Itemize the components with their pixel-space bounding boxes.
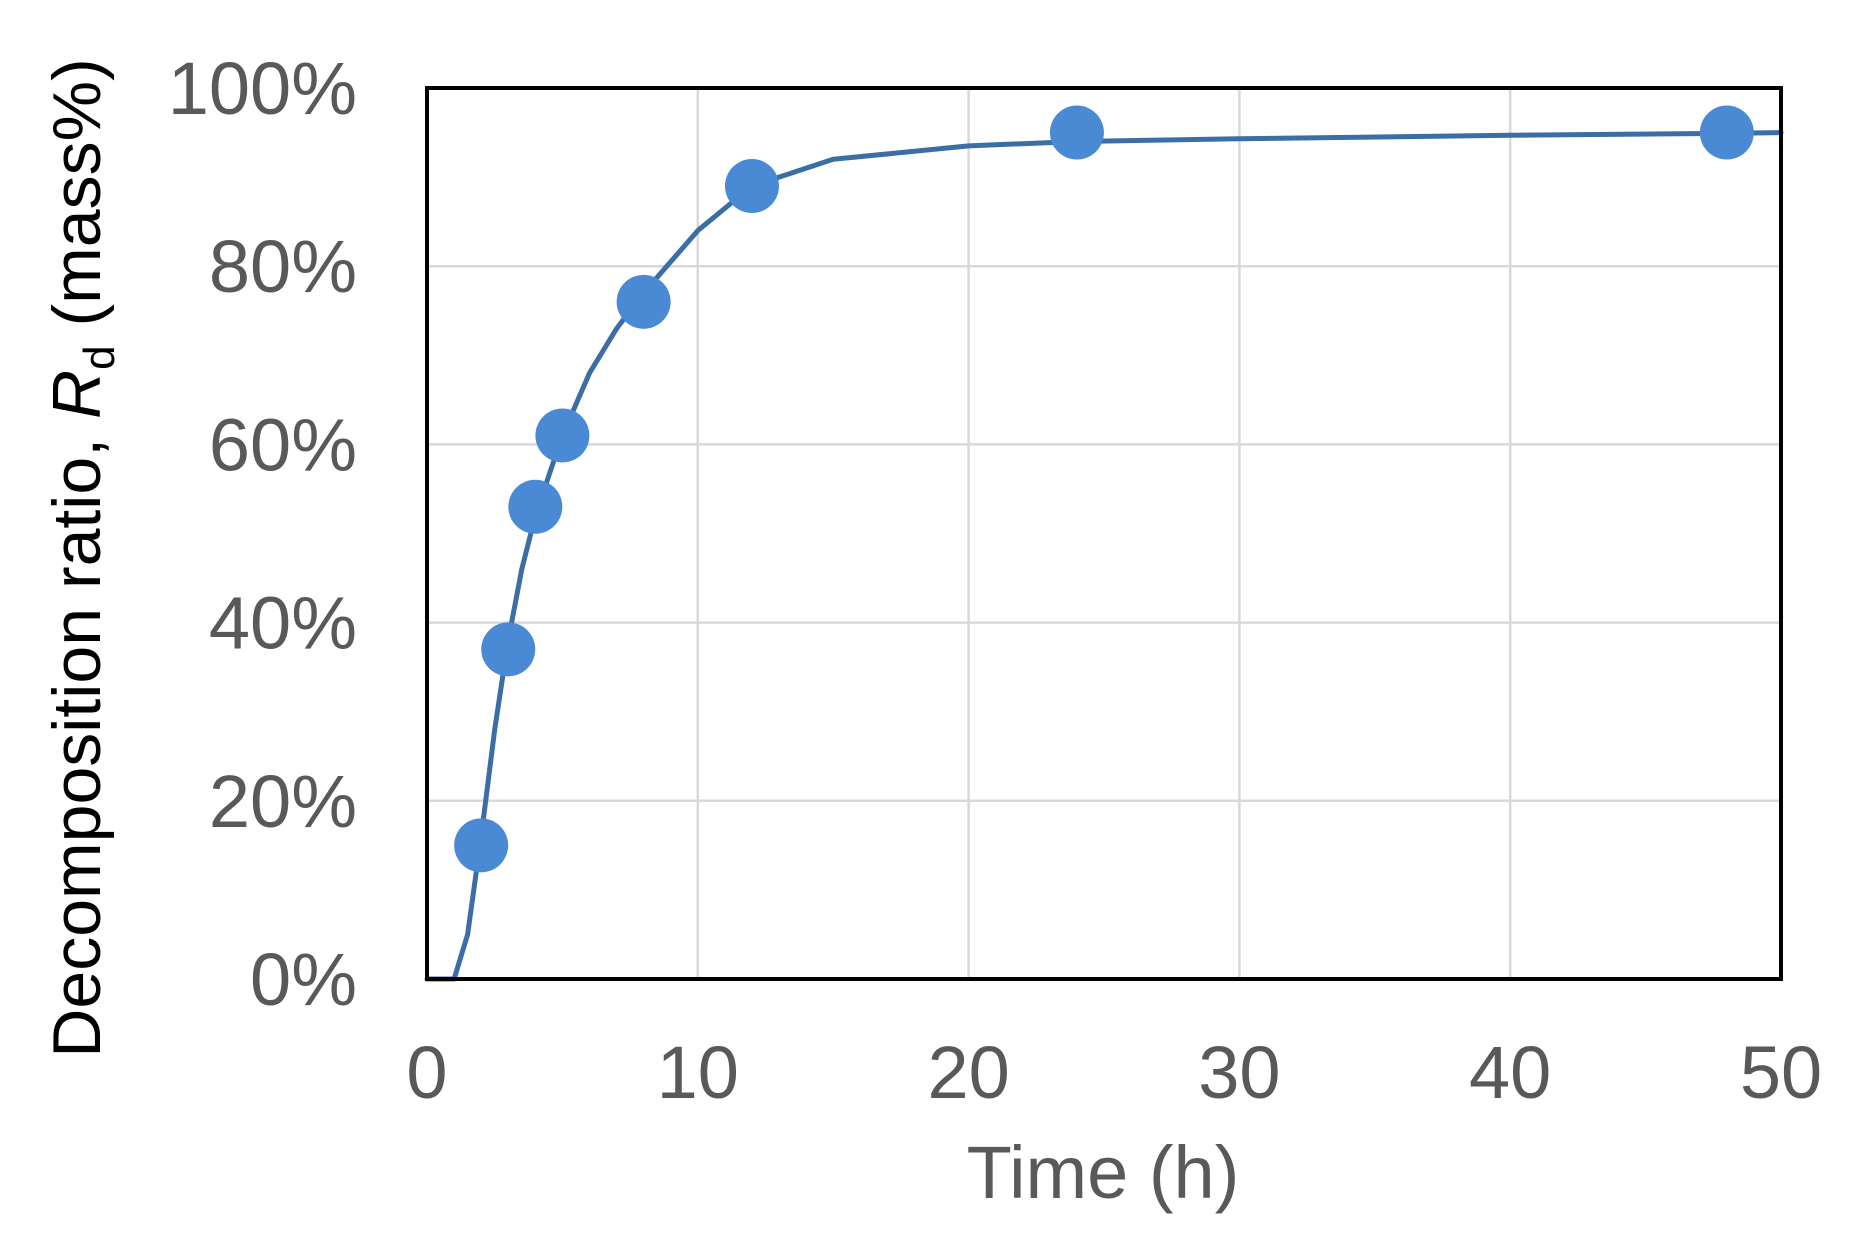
- y-tick-label-0: 0%: [250, 938, 357, 1021]
- y-axis-title-prefix: Decomposition ratio,: [39, 419, 115, 1058]
- data-point-1: [481, 622, 536, 677]
- y-tick-label-2: 40%: [209, 582, 357, 665]
- y-tick-labels: 0% 20% 40% 60% 80% 100%: [168, 47, 357, 1021]
- x-tick-label-4: 40: [1469, 1031, 1551, 1114]
- x-axis-title: Time (h): [967, 1131, 1240, 1214]
- data-point-2: [508, 479, 563, 534]
- y-axis-title-symbol: R: [39, 370, 115, 419]
- fit-curve-group: [424, 130, 1784, 982]
- y-tick-label-5: 100%: [168, 47, 357, 130]
- data-points: [454, 105, 1754, 873]
- x-tick-label-2: 20: [927, 1031, 1009, 1114]
- fit-curve: [424, 130, 1784, 982]
- y-axis-title-subscript: d: [75, 345, 124, 369]
- data-point-3: [535, 408, 590, 463]
- y-axis-title: Decomposition ratio, Rd (mass%): [39, 58, 124, 1057]
- y-tick-label-1: 20%: [209, 760, 357, 843]
- plot-frame: [425, 86, 1783, 981]
- data-point-0: [454, 818, 509, 873]
- data-point-6: [1049, 105, 1104, 160]
- x-tick-label-3: 30: [1198, 1031, 1280, 1114]
- data-point-4: [616, 274, 671, 329]
- data-point-7: [1699, 105, 1754, 160]
- x-tick-labels: 0 10 20 30 40 50: [406, 1031, 1822, 1114]
- grid: [427, 88, 1781, 979]
- y-axis-title-suffix: (mass%): [39, 58, 115, 345]
- y-tick-label-4: 80%: [209, 225, 357, 308]
- data-point-5: [724, 159, 779, 214]
- y-tick-label-3: 60%: [209, 403, 357, 486]
- x-tick-label-5: 50: [1740, 1031, 1822, 1114]
- x-tick-label-1: 10: [657, 1031, 739, 1114]
- x-tick-label-0: 0: [406, 1031, 447, 1114]
